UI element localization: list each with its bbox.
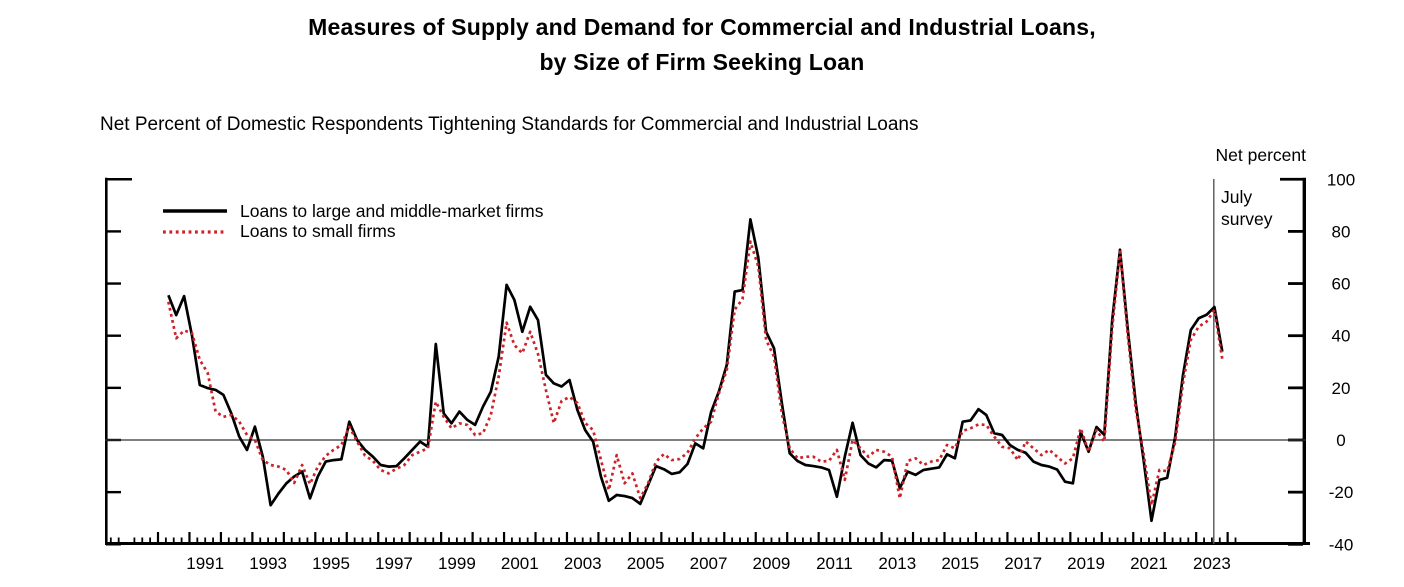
chart-subtitle: Net Percent of Domestic Respondents Tigh… bbox=[100, 114, 919, 135]
y-axis-tick-label: 60 bbox=[1332, 275, 1351, 294]
legend-item-small-firms: Loans to small firms bbox=[162, 221, 543, 243]
x-axis-tick-label: 2001 bbox=[501, 554, 539, 573]
x-axis-tick-label: 2017 bbox=[1004, 554, 1042, 573]
x-axis-tick-label: 1997 bbox=[375, 554, 413, 573]
x-axis-tick-label: 1991 bbox=[186, 554, 224, 573]
x-axis-tick-label: 2013 bbox=[878, 554, 916, 573]
legend-item-large-firms: Loans to large and middle-market firms bbox=[162, 201, 543, 222]
y-axis-tick-label: -20 bbox=[1329, 483, 1354, 502]
legend-label-small-firms: Loans to small firms bbox=[240, 221, 396, 242]
chart-title-line1: Measures of Supply and Demand for Commer… bbox=[308, 14, 1096, 40]
july-survey-annotation-line2: survey bbox=[1221, 209, 1273, 229]
y-axis-tick-label: -40 bbox=[1329, 535, 1354, 554]
x-axis-tick-label: 1999 bbox=[438, 554, 476, 573]
x-axis-tick-label: 2011 bbox=[816, 554, 853, 573]
y-axis-tick-label: 20 bbox=[1332, 379, 1351, 398]
y-axis-tick-label: 80 bbox=[1332, 222, 1351, 241]
x-axis-tick-label: 1993 bbox=[249, 554, 287, 573]
x-axis-tick-label: 1995 bbox=[312, 554, 350, 573]
small-firms-line bbox=[167, 240, 1224, 507]
y-axis-tick-label: 100 bbox=[1327, 170, 1355, 189]
right-axis-unit-label: Net percent bbox=[1215, 145, 1306, 165]
july-survey-annotation-line1: July bbox=[1221, 187, 1253, 207]
y-axis-tick-label: 40 bbox=[1332, 327, 1351, 346]
x-axis-tick-label: 2015 bbox=[941, 554, 979, 573]
x-axis-tick-label: 2005 bbox=[627, 554, 665, 573]
solid-line-sample-icon bbox=[163, 209, 227, 213]
x-axis-tick-label: 2009 bbox=[753, 554, 791, 573]
legend: Loans to large and middle-market firms L… bbox=[162, 201, 543, 242]
chart-title-line2: by Size of Firm Seeking Loan bbox=[539, 49, 865, 75]
x-axis-tick-label: 2023 bbox=[1193, 554, 1231, 573]
july-survey-annotation: July survey bbox=[1221, 186, 1273, 230]
x-axis-tick-label: 2021 bbox=[1130, 554, 1168, 573]
x-axis-tick-label: 2003 bbox=[564, 554, 602, 573]
dotted-line-sample-icon bbox=[163, 230, 227, 234]
x-axis-tick-label: 2019 bbox=[1067, 554, 1105, 573]
legend-label-large-firms: Loans to large and middle-market firms bbox=[240, 200, 544, 221]
x-axis-tick-label: 2007 bbox=[690, 554, 728, 573]
y-axis-tick-label: 0 bbox=[1336, 431, 1345, 450]
large-and-middle-market-firms-line bbox=[167, 218, 1224, 523]
